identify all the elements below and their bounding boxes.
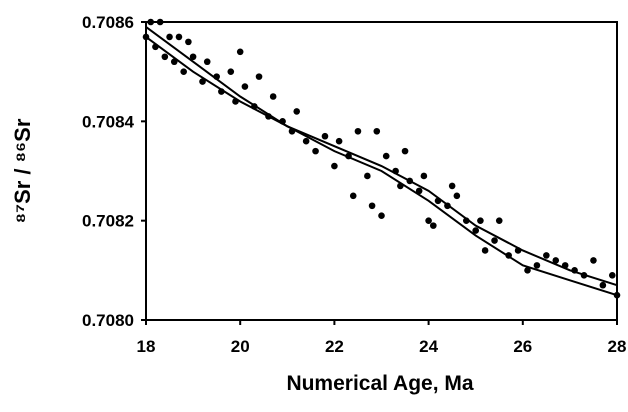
data-point	[203, 58, 211, 66]
data-point	[613, 291, 621, 299]
data-point	[472, 227, 480, 234]
data-point	[552, 257, 560, 264]
data-point	[533, 262, 541, 269]
data-point	[448, 182, 456, 190]
y-tick-label: 0.7086	[82, 13, 134, 32]
data-point	[364, 172, 371, 180]
data-point	[368, 202, 376, 210]
data-point	[180, 68, 187, 75]
y-tick-label: 0.7080	[82, 311, 134, 330]
data-point	[430, 222, 437, 229]
data-point	[147, 18, 155, 26]
data-point	[354, 127, 362, 135]
data-point	[373, 127, 381, 135]
data-point	[415, 187, 423, 195]
plot-frame	[145, 21, 618, 321]
data-point	[382, 152, 390, 160]
data-point	[453, 192, 461, 200]
y-tick-label: 0.7082	[82, 212, 134, 231]
data-point	[335, 137, 343, 145]
y-axis-label: ⁸⁷Sr / ⁸⁶Sr	[10, 118, 35, 223]
data-point	[477, 217, 484, 224]
trend-line	[145, 26, 618, 287]
x-axis-label: Numerical Age, Ma	[286, 372, 473, 395]
trend-line	[145, 36, 618, 297]
data-point	[378, 212, 385, 219]
data-point	[175, 33, 183, 41]
data-point	[166, 33, 173, 41]
data-point	[331, 162, 338, 170]
data-point	[189, 53, 197, 61]
data-point	[590, 257, 597, 264]
data-point	[401, 147, 409, 155]
data-point	[312, 147, 319, 155]
data-point	[199, 78, 206, 85]
data-point	[241, 83, 249, 90]
x-tick-label: 20	[231, 337, 250, 356]
data-point	[185, 38, 192, 46]
data-point	[481, 247, 489, 254]
data-point	[302, 137, 310, 145]
x-tick-label: 24	[419, 337, 438, 356]
data-point	[161, 53, 169, 61]
data-point	[608, 272, 616, 279]
data-point	[236, 48, 244, 56]
x-tick-label: 26	[513, 337, 532, 356]
data-point	[491, 237, 498, 244]
data-point	[524, 267, 531, 274]
data-point	[599, 281, 607, 289]
x-tick-label: 18	[137, 337, 156, 356]
data-point	[255, 73, 263, 80]
data-point	[293, 108, 301, 115]
x-tick-label: 22	[325, 337, 344, 356]
data-point	[425, 217, 432, 224]
data-point	[349, 192, 357, 200]
data-point	[543, 252, 550, 259]
x-tick-label: 28	[608, 337, 627, 356]
data-point	[156, 18, 164, 26]
data-point	[269, 93, 277, 100]
data-point	[495, 217, 503, 224]
data-point	[420, 172, 428, 180]
data-point	[321, 132, 329, 140]
data-point	[227, 68, 235, 75]
y-tick-label: 0.7084	[82, 112, 135, 131]
